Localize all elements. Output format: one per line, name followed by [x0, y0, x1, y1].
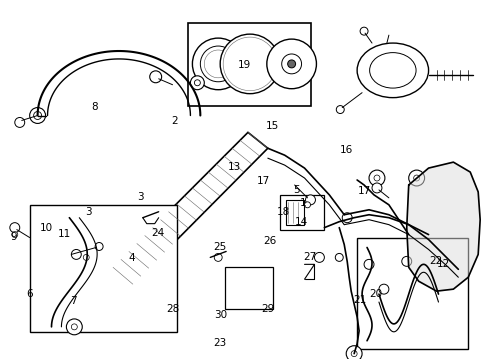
Text: 19: 19 — [237, 60, 251, 70]
Text: 11: 11 — [57, 229, 70, 239]
Circle shape — [238, 52, 262, 76]
Text: 23: 23 — [213, 338, 226, 347]
Ellipse shape — [356, 43, 427, 98]
Text: 13: 13 — [228, 162, 241, 172]
Bar — [30, 205, 176, 332]
Circle shape — [371, 183, 381, 193]
Circle shape — [30, 108, 45, 123]
Circle shape — [66, 319, 82, 335]
Circle shape — [146, 214, 154, 222]
Circle shape — [223, 37, 276, 91]
Text: 24: 24 — [151, 228, 164, 238]
Text: 14: 14 — [295, 217, 308, 227]
Text: 18: 18 — [276, 207, 289, 217]
Circle shape — [15, 117, 25, 127]
Circle shape — [305, 195, 315, 205]
Circle shape — [350, 351, 356, 357]
Bar — [188, 23, 311, 105]
Circle shape — [266, 39, 316, 89]
Circle shape — [364, 260, 373, 269]
Circle shape — [225, 40, 273, 88]
Text: 8: 8 — [91, 102, 97, 112]
Text: 2: 2 — [170, 116, 177, 126]
Circle shape — [246, 61, 252, 67]
Text: 28: 28 — [166, 304, 179, 314]
Circle shape — [232, 46, 267, 82]
Text: 5: 5 — [292, 185, 299, 195]
Circle shape — [212, 58, 224, 70]
Circle shape — [220, 34, 279, 94]
Circle shape — [378, 284, 388, 294]
Text: 17: 17 — [257, 176, 270, 186]
Circle shape — [228, 42, 271, 86]
Circle shape — [10, 223, 20, 233]
Circle shape — [287, 60, 295, 68]
Circle shape — [149, 71, 162, 83]
Text: 17: 17 — [358, 186, 371, 197]
Bar — [356, 238, 468, 349]
Circle shape — [368, 170, 384, 186]
Circle shape — [34, 112, 41, 120]
Text: 6: 6 — [27, 289, 33, 299]
Circle shape — [210, 56, 225, 72]
Circle shape — [342, 213, 351, 223]
Bar — [285, 200, 303, 225]
Circle shape — [204, 50, 232, 78]
Text: 9: 9 — [11, 232, 17, 242]
Text: 4: 4 — [128, 253, 135, 263]
Circle shape — [244, 58, 255, 70]
Circle shape — [401, 256, 411, 266]
Circle shape — [408, 170, 424, 186]
Text: 10: 10 — [40, 222, 53, 233]
Text: 12: 12 — [436, 259, 449, 269]
Text: 25: 25 — [213, 242, 226, 252]
Circle shape — [413, 175, 419, 181]
Circle shape — [346, 346, 361, 360]
Text: 21: 21 — [353, 295, 366, 305]
Text: 26: 26 — [263, 237, 276, 247]
Circle shape — [200, 46, 236, 82]
Text: 1: 1 — [299, 198, 305, 208]
Circle shape — [71, 324, 77, 330]
Circle shape — [235, 49, 264, 79]
Text: 16: 16 — [339, 145, 352, 155]
Text: 30: 30 — [214, 310, 227, 320]
Circle shape — [208, 54, 228, 74]
Circle shape — [241, 55, 258, 73]
Circle shape — [206, 52, 230, 76]
Circle shape — [83, 255, 89, 260]
Circle shape — [229, 43, 270, 85]
Bar — [224, 267, 272, 309]
Circle shape — [192, 38, 244, 90]
Circle shape — [336, 105, 344, 113]
Text: 7: 7 — [70, 296, 77, 306]
Circle shape — [194, 80, 200, 86]
Circle shape — [190, 76, 204, 90]
Polygon shape — [406, 162, 479, 291]
Text: 3: 3 — [137, 192, 143, 202]
Circle shape — [71, 249, 81, 260]
Circle shape — [214, 253, 222, 261]
Circle shape — [214, 60, 222, 68]
Circle shape — [238, 52, 262, 76]
Circle shape — [335, 253, 343, 261]
Circle shape — [314, 252, 324, 262]
Circle shape — [281, 54, 301, 74]
Text: 22: 22 — [428, 256, 442, 266]
Bar — [279, 195, 324, 230]
Polygon shape — [113, 132, 267, 284]
Circle shape — [95, 243, 103, 251]
Text: 29: 29 — [261, 304, 274, 314]
Text: 15: 15 — [265, 121, 279, 131]
Circle shape — [304, 202, 310, 208]
Circle shape — [373, 175, 379, 181]
Text: 27: 27 — [303, 252, 316, 262]
Text: 3: 3 — [85, 207, 91, 217]
Circle shape — [12, 231, 18, 238]
Text: 20: 20 — [368, 289, 381, 299]
Circle shape — [359, 27, 367, 35]
Ellipse shape — [369, 53, 415, 88]
